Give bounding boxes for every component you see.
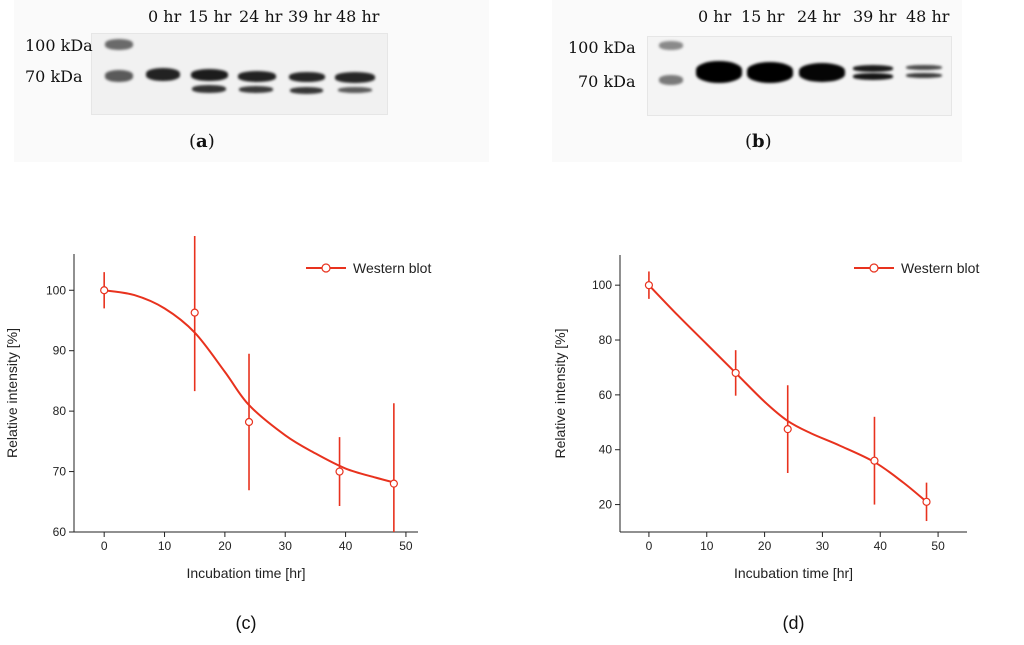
marker-label-70: 70 kDa bbox=[578, 72, 636, 91]
sample-band-48hr-lower bbox=[906, 73, 942, 78]
marker-band-70 bbox=[659, 75, 683, 85]
x-tick-label: 20 bbox=[218, 539, 232, 553]
lane-label: 24 hr bbox=[239, 7, 283, 26]
y-axis-label: Relative intensity [%] bbox=[552, 329, 568, 459]
marker-label-100: 100 kDa bbox=[568, 38, 636, 57]
data-point bbox=[870, 456, 879, 465]
x-tick-label: 10 bbox=[158, 539, 172, 553]
chart-c: 0 10 20 30 40 50 60 70 80 90 100 Incubation time [h… bbox=[4, 236, 431, 633]
sample-band-15hr bbox=[747, 62, 793, 83]
data-point bbox=[389, 479, 398, 488]
legend-marker bbox=[869, 263, 879, 273]
sample-band-0hr bbox=[146, 68, 180, 81]
y-axis-label: Relative intensity [%] bbox=[4, 328, 20, 458]
marker-band-100 bbox=[659, 41, 683, 50]
blot-image-a bbox=[91, 33, 388, 115]
sample-band-48hr-lower bbox=[338, 87, 372, 93]
sample-band-0hr bbox=[696, 61, 742, 83]
x-tick-label: 40 bbox=[874, 539, 888, 553]
lane-label: 39 hr bbox=[288, 7, 332, 26]
sample-band-39hr-upper bbox=[853, 65, 893, 72]
data-point bbox=[783, 425, 792, 434]
x-tick-label: 30 bbox=[816, 539, 830, 553]
data-point bbox=[100, 286, 109, 295]
lane-label: 0 hr bbox=[698, 7, 732, 26]
blot-panel-b bbox=[552, 0, 962, 162]
lane-label: 0 hr bbox=[148, 7, 182, 26]
y-tick-label: 80 bbox=[53, 404, 67, 418]
sample-band-48hr bbox=[335, 72, 375, 83]
x-tick-label: 40 bbox=[339, 539, 353, 553]
sample-band-39hr-lower bbox=[290, 87, 323, 94]
sample-band-39hr bbox=[289, 72, 325, 82]
x-tick-label: 50 bbox=[931, 539, 945, 553]
chart-d: 0 10 20 30 40 50 20 40 60 80 100 Incubation time [h… bbox=[552, 255, 979, 633]
y-tick-label: 90 bbox=[53, 344, 67, 358]
lane-label: 39 hr bbox=[853, 7, 897, 26]
x-axis-label: Incubation time [hr] bbox=[186, 565, 305, 581]
lane-label: 48 hr bbox=[906, 7, 950, 26]
marker-band-70 bbox=[105, 70, 133, 82]
x-tick-label: 20 bbox=[758, 539, 772, 553]
y-tick-label: 70 bbox=[53, 465, 67, 479]
legend-label: Western blot bbox=[901, 260, 979, 276]
lane-label: 15 hr bbox=[188, 7, 232, 26]
x-tick-label: 0 bbox=[646, 539, 653, 553]
marker-band-100 bbox=[105, 39, 133, 50]
sample-band-24hr bbox=[799, 63, 845, 82]
x-tick-label: 0 bbox=[101, 539, 108, 553]
data-point bbox=[644, 281, 654, 290]
panel-label: (d) bbox=[783, 613, 805, 633]
data-point bbox=[731, 368, 740, 378]
sample-band-24hr-lower bbox=[239, 86, 273, 93]
blot-panel-a bbox=[14, 0, 489, 162]
x-tick-label: 10 bbox=[700, 539, 714, 553]
sample-band-48hr-upper bbox=[906, 65, 942, 70]
data-point bbox=[335, 467, 344, 476]
legend-marker bbox=[321, 263, 331, 273]
marker-label-100: 100 kDa bbox=[25, 36, 93, 55]
x-tick-label: 50 bbox=[399, 539, 413, 553]
sample-band-15hr-lower bbox=[192, 85, 226, 93]
lane-label: 48 hr bbox=[336, 7, 380, 26]
panel-label-b: (b) bbox=[745, 131, 772, 152]
y-tick-label: 100 bbox=[46, 283, 66, 297]
blot-image-b bbox=[647, 36, 952, 116]
lane-label: 15 hr bbox=[741, 7, 785, 26]
sample-band-15hr bbox=[191, 69, 228, 81]
y-tick-label: 20 bbox=[599, 498, 613, 512]
legend-label: Western blot bbox=[353, 260, 431, 276]
marker-label-70: 70 kDa bbox=[25, 67, 83, 86]
data-point bbox=[244, 417, 254, 427]
panel-label-a: (a) bbox=[189, 131, 215, 152]
y-tick-label: 100 bbox=[592, 278, 612, 292]
y-tick-label: 80 bbox=[599, 333, 613, 347]
lane-label: 24 hr bbox=[797, 7, 841, 26]
y-tick-label: 40 bbox=[599, 443, 613, 457]
x-tick-label: 30 bbox=[279, 539, 293, 553]
x-axis-label: Incubation time [hr] bbox=[734, 565, 853, 581]
sample-band-39hr-lower bbox=[853, 73, 893, 80]
y-tick-label: 60 bbox=[599, 388, 613, 402]
y-tick-label: 60 bbox=[53, 525, 67, 539]
panel-label: (c) bbox=[236, 613, 257, 633]
data-point bbox=[190, 308, 199, 317]
sample-band-24hr bbox=[238, 71, 276, 82]
data-point bbox=[922, 497, 931, 506]
